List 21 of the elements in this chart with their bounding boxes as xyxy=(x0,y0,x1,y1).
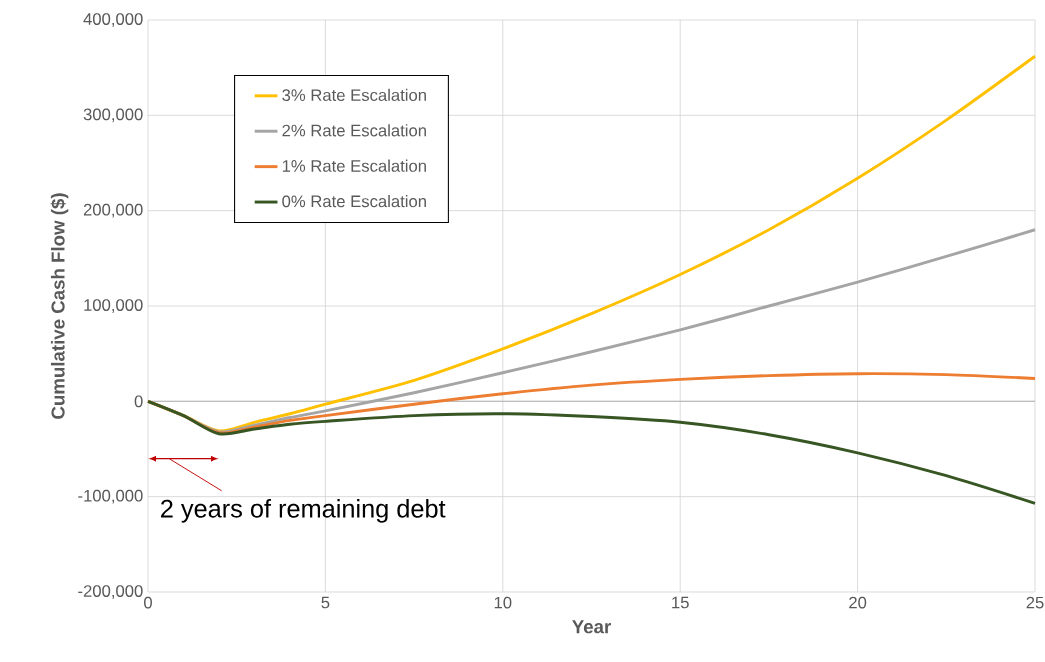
y-tick-label: 400,000 xyxy=(83,13,143,27)
legend-label: 1% Rate Escalation xyxy=(282,159,426,172)
line-series xyxy=(146,54,1037,433)
x-tick-label: 25 xyxy=(1026,596,1044,609)
x-tick-label: 20 xyxy=(849,596,867,609)
y-axis-title: Cumulative Cash Flow ($) xyxy=(50,193,69,419)
x-axis-title: Year xyxy=(572,620,611,634)
y-tick-label: -200,000 xyxy=(78,585,143,599)
x-tick-label: 5 xyxy=(321,596,330,609)
y-tick-label: 100,000 xyxy=(84,299,143,313)
y-tick-label: 0 xyxy=(134,395,143,408)
x-tick-label: 10 xyxy=(494,596,512,609)
x-tick-label: 0 xyxy=(144,596,152,609)
y-tick-label: 300,000 xyxy=(83,108,143,123)
y-tick-label: 200,000 xyxy=(83,203,143,218)
legend-label: 0% Rate Escalation xyxy=(282,195,426,208)
legend-label: 2% Rate Escalation xyxy=(282,124,426,137)
y-tick-label: -100,000 xyxy=(78,489,143,504)
x-tick-label: 15 xyxy=(672,596,689,609)
legend-label: 3% Rate Escalation xyxy=(282,88,426,102)
annotation: 2 years of remaining debt xyxy=(161,499,446,523)
